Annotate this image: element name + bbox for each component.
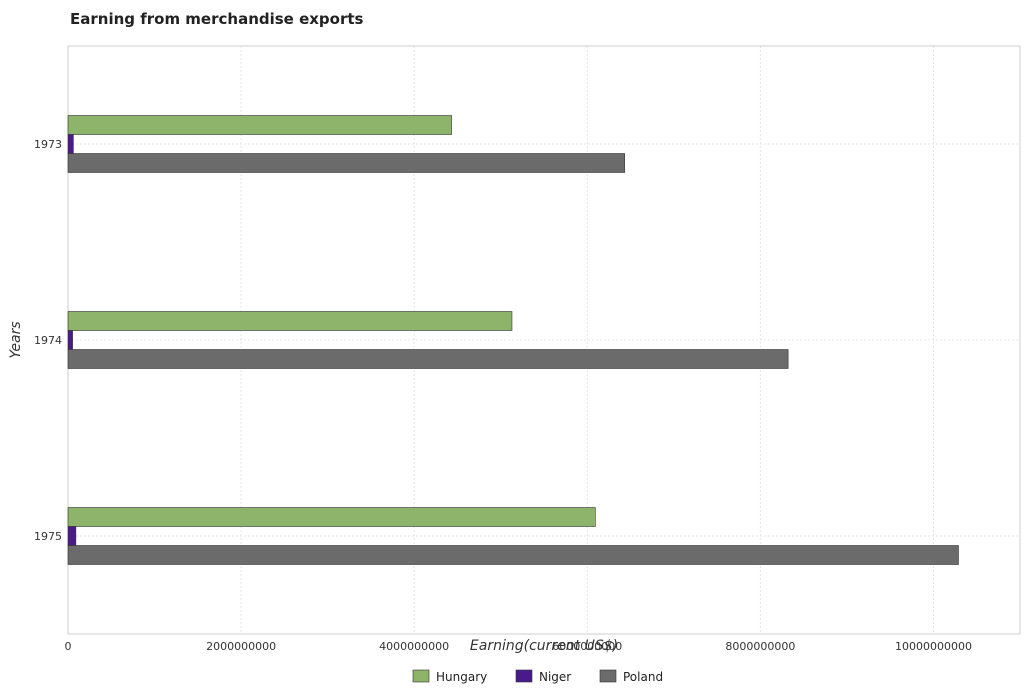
x-tick-label: 0 bbox=[65, 640, 72, 653]
legend-label-hungary: Hungary bbox=[436, 670, 487, 684]
x-axis-label: Earning(current US$) bbox=[470, 638, 618, 654]
x-axis-ticks: 0 2000000000 4000000000 6000000000 800000000… bbox=[65, 640, 972, 653]
x-tick-label: 6000000000 bbox=[552, 640, 622, 653]
bars bbox=[67, 115, 959, 565]
bar-niger-1975 bbox=[67, 526, 77, 546]
bar-niger-1974 bbox=[67, 330, 73, 350]
legend-swatch-hungary bbox=[412, 669, 430, 683]
bar-poland-1974 bbox=[67, 349, 789, 369]
bar-niger-1973 bbox=[67, 134, 74, 154]
x-tick-label: 8000000000 bbox=[725, 640, 795, 653]
x-tick-label: 4000000000 bbox=[379, 640, 449, 653]
legend-swatch-niger bbox=[515, 669, 533, 683]
chart-title: Earning from merchandise exports bbox=[70, 10, 364, 28]
bar-hungary-1975 bbox=[67, 507, 596, 527]
bar-hungary-1974 bbox=[67, 311, 513, 331]
y-tick-label: 1973 bbox=[34, 138, 62, 151]
legend: Hungary Niger Poland bbox=[412, 669, 663, 684]
x-tick-label: 2000000000 bbox=[206, 640, 276, 653]
y-tick-label: 1974 bbox=[34, 334, 62, 347]
bar-poland-1975 bbox=[67, 545, 959, 565]
legend-swatch-poland bbox=[599, 669, 617, 683]
legend-label-poland: Poland bbox=[623, 670, 663, 684]
x-tick-label: 10000000000 bbox=[895, 640, 972, 653]
y-tick-label: 1975 bbox=[34, 530, 62, 543]
legend-label-niger: Niger bbox=[539, 670, 571, 684]
y-axis-label: Years bbox=[8, 321, 24, 358]
bar-hungary-1973 bbox=[67, 115, 452, 135]
grid bbox=[67, 46, 1020, 634]
y-axis-ticks: 1973 1974 1975 bbox=[34, 138, 62, 543]
bar-poland-1973 bbox=[67, 153, 625, 173]
